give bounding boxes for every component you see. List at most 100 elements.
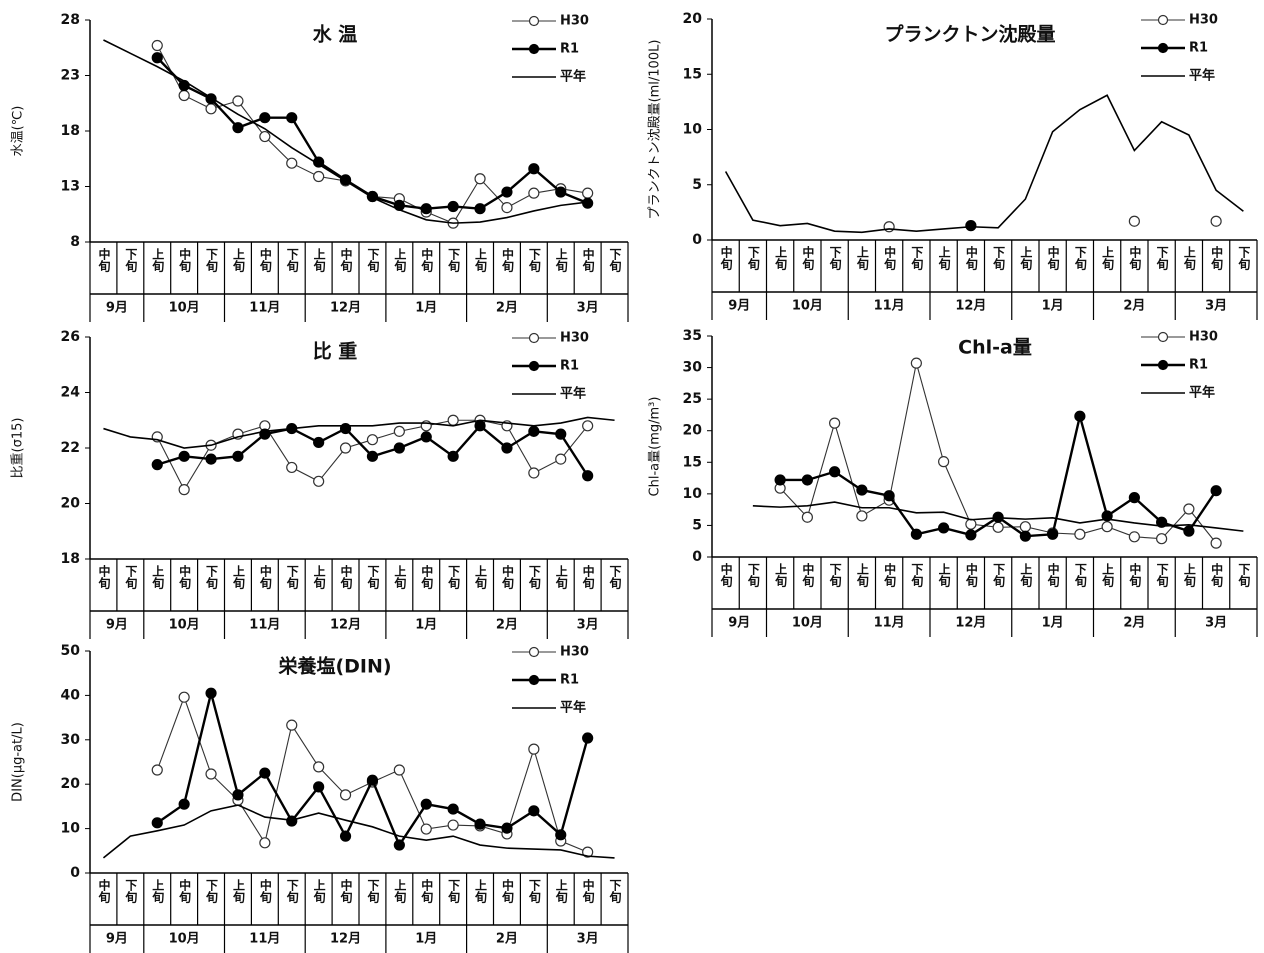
month-label: 1月 <box>1042 616 1064 631</box>
x-tick-label: 下旬 <box>1237 246 1251 271</box>
x-tick-label: 上旬 <box>474 564 488 590</box>
y-axis-label: 水温(℃) <box>11 106 26 157</box>
x-tick-label: 下旬 <box>828 246 842 271</box>
data-point <box>528 805 540 817</box>
x-tick-label: 上旬 <box>151 878 165 904</box>
legend-label: H30 <box>560 645 589 660</box>
x-tick-label: 下旬 <box>285 248 299 273</box>
x-tick-label: 上旬 <box>554 564 568 590</box>
data-point <box>582 187 594 199</box>
x-tick-label: 下旬 <box>746 563 760 588</box>
month-label: 10月 <box>169 301 200 316</box>
y-tick-label: 20 <box>61 496 81 512</box>
legend-label: R1 <box>560 359 579 374</box>
series-line <box>156 56 589 210</box>
data-point <box>1101 521 1113 533</box>
data-point <box>447 450 459 462</box>
data-point <box>151 52 163 64</box>
data-point <box>151 817 163 829</box>
month-label: 9月 <box>106 301 128 316</box>
data-point <box>205 768 217 780</box>
data-point <box>801 511 813 523</box>
series-line <box>103 39 588 224</box>
data-point <box>286 719 298 731</box>
month-label: 11月 <box>249 932 280 947</box>
legend-marker <box>528 360 540 372</box>
x-tick-label: 中旬 <box>964 562 978 588</box>
legend-marker <box>528 646 540 658</box>
x-tick-label: 上旬 <box>774 245 788 271</box>
data-point <box>938 456 950 468</box>
data-point <box>501 201 513 214</box>
x-tick-label: 上旬 <box>1182 562 1196 588</box>
data-point <box>232 450 244 462</box>
x-tick-label: 中旬 <box>97 247 111 273</box>
legend-label: R1 <box>560 673 579 688</box>
x-tick-label: 下旬 <box>527 879 541 904</box>
data-point <box>205 103 217 115</box>
data-point <box>232 95 244 107</box>
x-tick-label: 上旬 <box>855 245 869 271</box>
y-axis-label: DIN(μg-at/L) <box>11 722 26 802</box>
x-tick-label: 下旬 <box>447 879 461 904</box>
x-tick-label: 下旬 <box>285 879 299 904</box>
data-point <box>313 761 325 773</box>
x-tick-label: 下旬 <box>124 565 138 590</box>
x-tick-label: 中旬 <box>500 247 514 273</box>
y-axis-label: 比重(σ15) <box>10 418 26 479</box>
x-tick-label: 下旬 <box>205 565 219 590</box>
x-tick-label: 上旬 <box>937 562 951 588</box>
x-tick-label: 上旬 <box>151 564 165 590</box>
x-tick-label: 上旬 <box>554 247 568 273</box>
data-point <box>528 425 540 437</box>
x-tick-label: 中旬 <box>1046 562 1060 588</box>
x-tick-label: 上旬 <box>312 564 326 590</box>
x-tick-label: 下旬 <box>1073 246 1087 271</box>
data-point <box>447 200 459 213</box>
data-point <box>883 221 895 233</box>
chart-panel: 栄養塩(DIN)DIN(μg-at/L)01020304050中旬 下旬 上旬 中旬下… <box>11 643 629 953</box>
x-tick-label: 中旬 <box>719 245 733 271</box>
series-line <box>724 94 1244 234</box>
data-point <box>582 470 594 482</box>
chart-title: 比 重 <box>313 341 358 363</box>
x-tick-label: 上旬 <box>231 564 245 590</box>
x-tick-label: 上旬 <box>1101 245 1115 271</box>
x-tick-label: 上旬 <box>151 247 165 273</box>
month-label: 2月 <box>1123 616 1145 631</box>
month-label: 12月 <box>955 299 986 314</box>
y-tick-label: 0 <box>70 865 80 881</box>
y-tick-label: 10 <box>683 486 703 502</box>
month-label: 9月 <box>728 616 750 631</box>
legend-label: H30 <box>560 331 589 346</box>
data-point <box>474 818 486 830</box>
data-point <box>447 414 459 426</box>
month-label: 11月 <box>874 616 905 631</box>
legend-marker <box>528 43 540 55</box>
x-tick-label: 下旬 <box>910 563 924 588</box>
data-point <box>232 789 244 801</box>
data-point <box>205 453 217 465</box>
data-point <box>286 815 298 827</box>
data-point <box>393 425 405 437</box>
data-point <box>339 830 352 842</box>
month-label: 1月 <box>415 618 437 633</box>
data-point <box>582 420 594 432</box>
data-point <box>774 474 786 486</box>
month-label: 3月 <box>1205 299 1227 314</box>
x-tick-label: 中旬 <box>964 245 978 271</box>
chart-panel: Chl-a量Chl-a量(mg/m³)05101520253035中旬 下旬 上旬中… <box>648 328 1258 637</box>
legend-label: R1 <box>560 42 579 57</box>
y-tick-label: 13 <box>61 179 80 195</box>
legend-label: H30 <box>1189 13 1218 28</box>
legend-label: 平年 <box>1189 385 1215 401</box>
series-line <box>102 804 615 859</box>
data-point <box>883 490 895 502</box>
y-tick-label: 5 <box>692 517 702 533</box>
x-tick-label: 中旬 <box>500 564 514 590</box>
data-point <box>474 173 486 185</box>
x-tick-label: 中旬 <box>883 562 897 588</box>
data-point <box>555 829 567 841</box>
